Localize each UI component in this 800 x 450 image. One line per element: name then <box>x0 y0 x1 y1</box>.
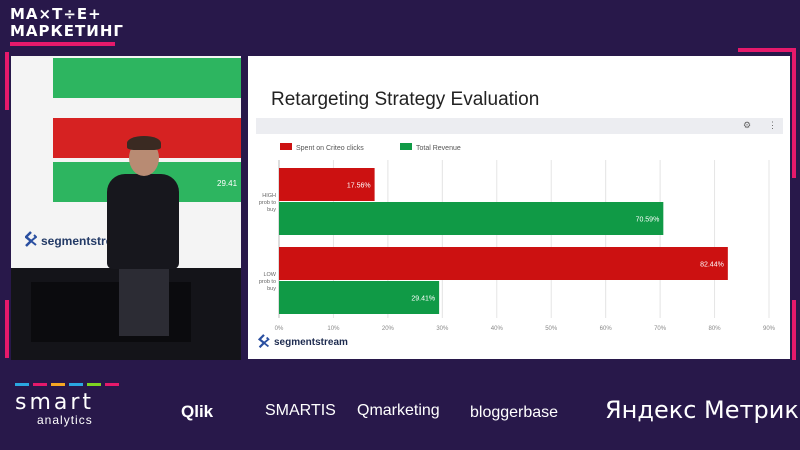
x-tick-3: 30% <box>436 326 449 332</box>
sponsor-smartis: SMARTIS <box>265 402 336 419</box>
slide-brand-label: segmentstream <box>274 336 348 348</box>
x-tick-9: 90% <box>763 326 776 332</box>
x-tick-1: 10% <box>327 326 340 332</box>
accent-line-left-top <box>5 52 9 110</box>
segmentstream-logo-icon <box>25 231 37 247</box>
x-tick-0: 0% <box>275 326 284 332</box>
accent-line-left-bottom <box>5 300 9 358</box>
smart-logo-dashes <box>15 383 119 386</box>
chart-toolbar: ⚙ ⋮ <box>256 118 783 134</box>
sponsor-qmarketing: Qmarketing <box>357 402 440 419</box>
x-tick-7: 70% <box>654 326 667 332</box>
category-label-0-1: prob to <box>259 200 276 206</box>
sponsor-yandex-metrika: Яндекс Метрика <box>605 396 800 424</box>
legend-label-0: Spent on Criteo clicks <box>296 145 364 152</box>
category-label-1-2: buy <box>267 286 276 292</box>
legend-swatch-0 <box>280 143 292 150</box>
bar-label-1-0: 82.44% <box>700 262 724 269</box>
slide-title: Retargeting Strategy Evaluation <box>271 89 540 110</box>
x-tick-2: 20% <box>382 326 395 332</box>
chart-bars: 17.56% 70.59% 82.44% 29.41% <box>279 168 728 314</box>
category-label-1-0: LOW <box>263 272 276 278</box>
chart-x-ticks: 0% 10% 20% 30% 40% 50% 60% 70% 80% 90% <box>275 326 776 332</box>
speaker-hair <box>127 136 161 150</box>
speaker-legs <box>119 266 169 336</box>
event-logo-line1: MA×T÷E+ <box>10 5 102 23</box>
accent-line-right-bottom <box>792 300 796 360</box>
event-logo-underline <box>10 42 115 46</box>
x-tick-5: 50% <box>545 326 558 332</box>
legend-swatch-1 <box>400 143 412 150</box>
slide-brand: segmentstream <box>258 334 348 350</box>
category-label-0-0: HIGH <box>262 193 276 199</box>
event-logo-line2: МАРКЕТИНГ <box>10 22 124 40</box>
chart-legend: Spent on Criteo clicks Total Revenue <box>280 143 461 152</box>
accent-line-right-top <box>738 48 796 52</box>
category-label-0-2: buy <box>267 207 276 213</box>
bar-label-1-1: 29.41% <box>411 296 435 303</box>
speaker-body <box>107 174 179 269</box>
event-logo: MA×T÷E+ МАРКЕТИНГ <box>10 6 124 40</box>
gear-icon[interactable]: ⚙ <box>743 120 752 130</box>
bar-1-1 <box>279 281 440 314</box>
sponsor-qlik: Qlik <box>181 402 214 421</box>
x-tick-4: 40% <box>491 326 504 332</box>
background-bar-value: 29.41 <box>217 179 238 188</box>
sponsor-bloggerbase: bloggerbase <box>470 404 559 421</box>
x-tick-8: 80% <box>709 326 722 332</box>
accent-line-right-side <box>792 48 796 178</box>
bar-0-1 <box>279 202 664 235</box>
bar-label-0-0: 17.56% <box>347 183 371 190</box>
x-tick-6: 60% <box>600 326 613 332</box>
bar-label-0-1: 70.59% <box>636 217 660 224</box>
more-vertical-icon[interactable]: ⋮ <box>768 120 777 130</box>
smart-logo-word: smart <box>15 390 95 415</box>
speaker-camera-view: 29.41 segmentstream <box>11 56 241 360</box>
smart-analytics-logo: smart analytics <box>15 390 94 427</box>
category-label-1-1: prob to <box>259 279 276 285</box>
bar-0-0 <box>279 168 375 201</box>
smart-logo-sub: analytics <box>37 413 93 427</box>
bar-1-0 <box>279 247 728 280</box>
chart: Spent on Criteo clicks Total Revenue 17.5… <box>259 143 776 332</box>
legend-label-1: Total Revenue <box>416 145 461 152</box>
background-bar-green-top <box>53 58 241 98</box>
segmentstream-logo-icon <box>258 334 270 349</box>
presentation-slide: Retargeting Strategy Evaluation ⚙ ⋮ Spen… <box>248 56 790 359</box>
